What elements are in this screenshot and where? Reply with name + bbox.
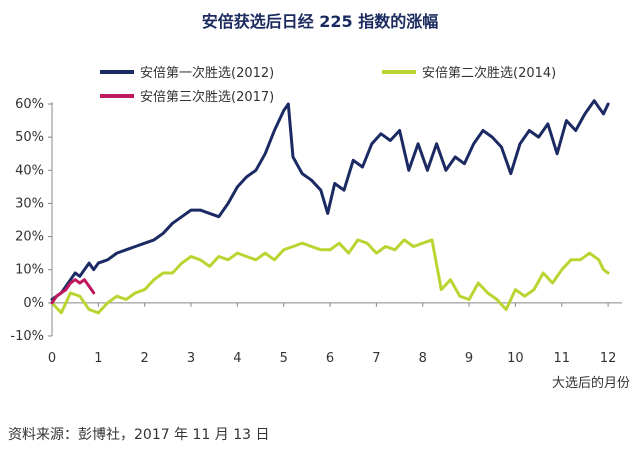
series-line-2014 bbox=[50, 238, 610, 315]
y-tick-label: 20% bbox=[15, 230, 44, 245]
y-tick-label: 40% bbox=[15, 163, 44, 178]
series-lines bbox=[50, 99, 610, 315]
x-tick-label: 8 bbox=[419, 351, 427, 366]
x-tick-label: 5 bbox=[280, 351, 288, 366]
x-tick-label: 3 bbox=[187, 351, 195, 366]
legend-item-2017: 安倍第三次胜选(2017) bbox=[100, 89, 274, 105]
chart-title: 安倍获选后日经 225 指数的涨幅 bbox=[201, 12, 439, 31]
y-tick-label: 50% bbox=[15, 130, 44, 145]
y-tick-label: 60% bbox=[15, 97, 44, 112]
source-note: 资料来源：彭博社，2017 年 11 月 13 日 bbox=[8, 427, 270, 443]
x-tick-label: 12 bbox=[600, 351, 617, 366]
legend-label: 安倍第二次胜选(2014) bbox=[422, 65, 556, 81]
legend-label: 安倍第三次胜选(2017) bbox=[140, 89, 274, 105]
x-tick-label: 6 bbox=[326, 351, 334, 366]
x-tick-label: 1 bbox=[94, 351, 102, 366]
y-tick-label: 30% bbox=[15, 196, 44, 211]
series-line-2012 bbox=[50, 99, 610, 301]
x-tick-label: 4 bbox=[233, 351, 241, 366]
x-tick-label: 2 bbox=[141, 351, 149, 366]
x-axis-label: 大选后的月份 bbox=[552, 375, 630, 391]
x-tick-label: 7 bbox=[372, 351, 380, 366]
y-tick-label: 0% bbox=[23, 296, 44, 311]
x-tick-label: 0 bbox=[48, 351, 56, 366]
x-tick-label: 10 bbox=[507, 351, 524, 366]
legend-item-2012: 安倍第一次胜选(2012) bbox=[100, 65, 274, 81]
axes: -10%0%10%20%30%40%50%60%0 1 2 3 4 5 6 7 8 9 10 11 12… bbox=[10, 97, 630, 391]
x-tick-label: 11 bbox=[553, 351, 570, 366]
x-tick-label: 9 bbox=[465, 351, 473, 366]
legend-label: 安倍第一次胜选(2012) bbox=[140, 65, 274, 81]
series-line-2017 bbox=[50, 278, 96, 305]
y-tick-label: -10% bbox=[10, 329, 44, 344]
legend: 安倍第一次胜选(2012) 安倍第二次胜选(2014) 安倍第三次胜选(2017) bbox=[100, 65, 556, 105]
y-tick-label: 10% bbox=[15, 263, 44, 278]
legend-item-2014: 安倍第二次胜选(2014) bbox=[382, 65, 556, 81]
